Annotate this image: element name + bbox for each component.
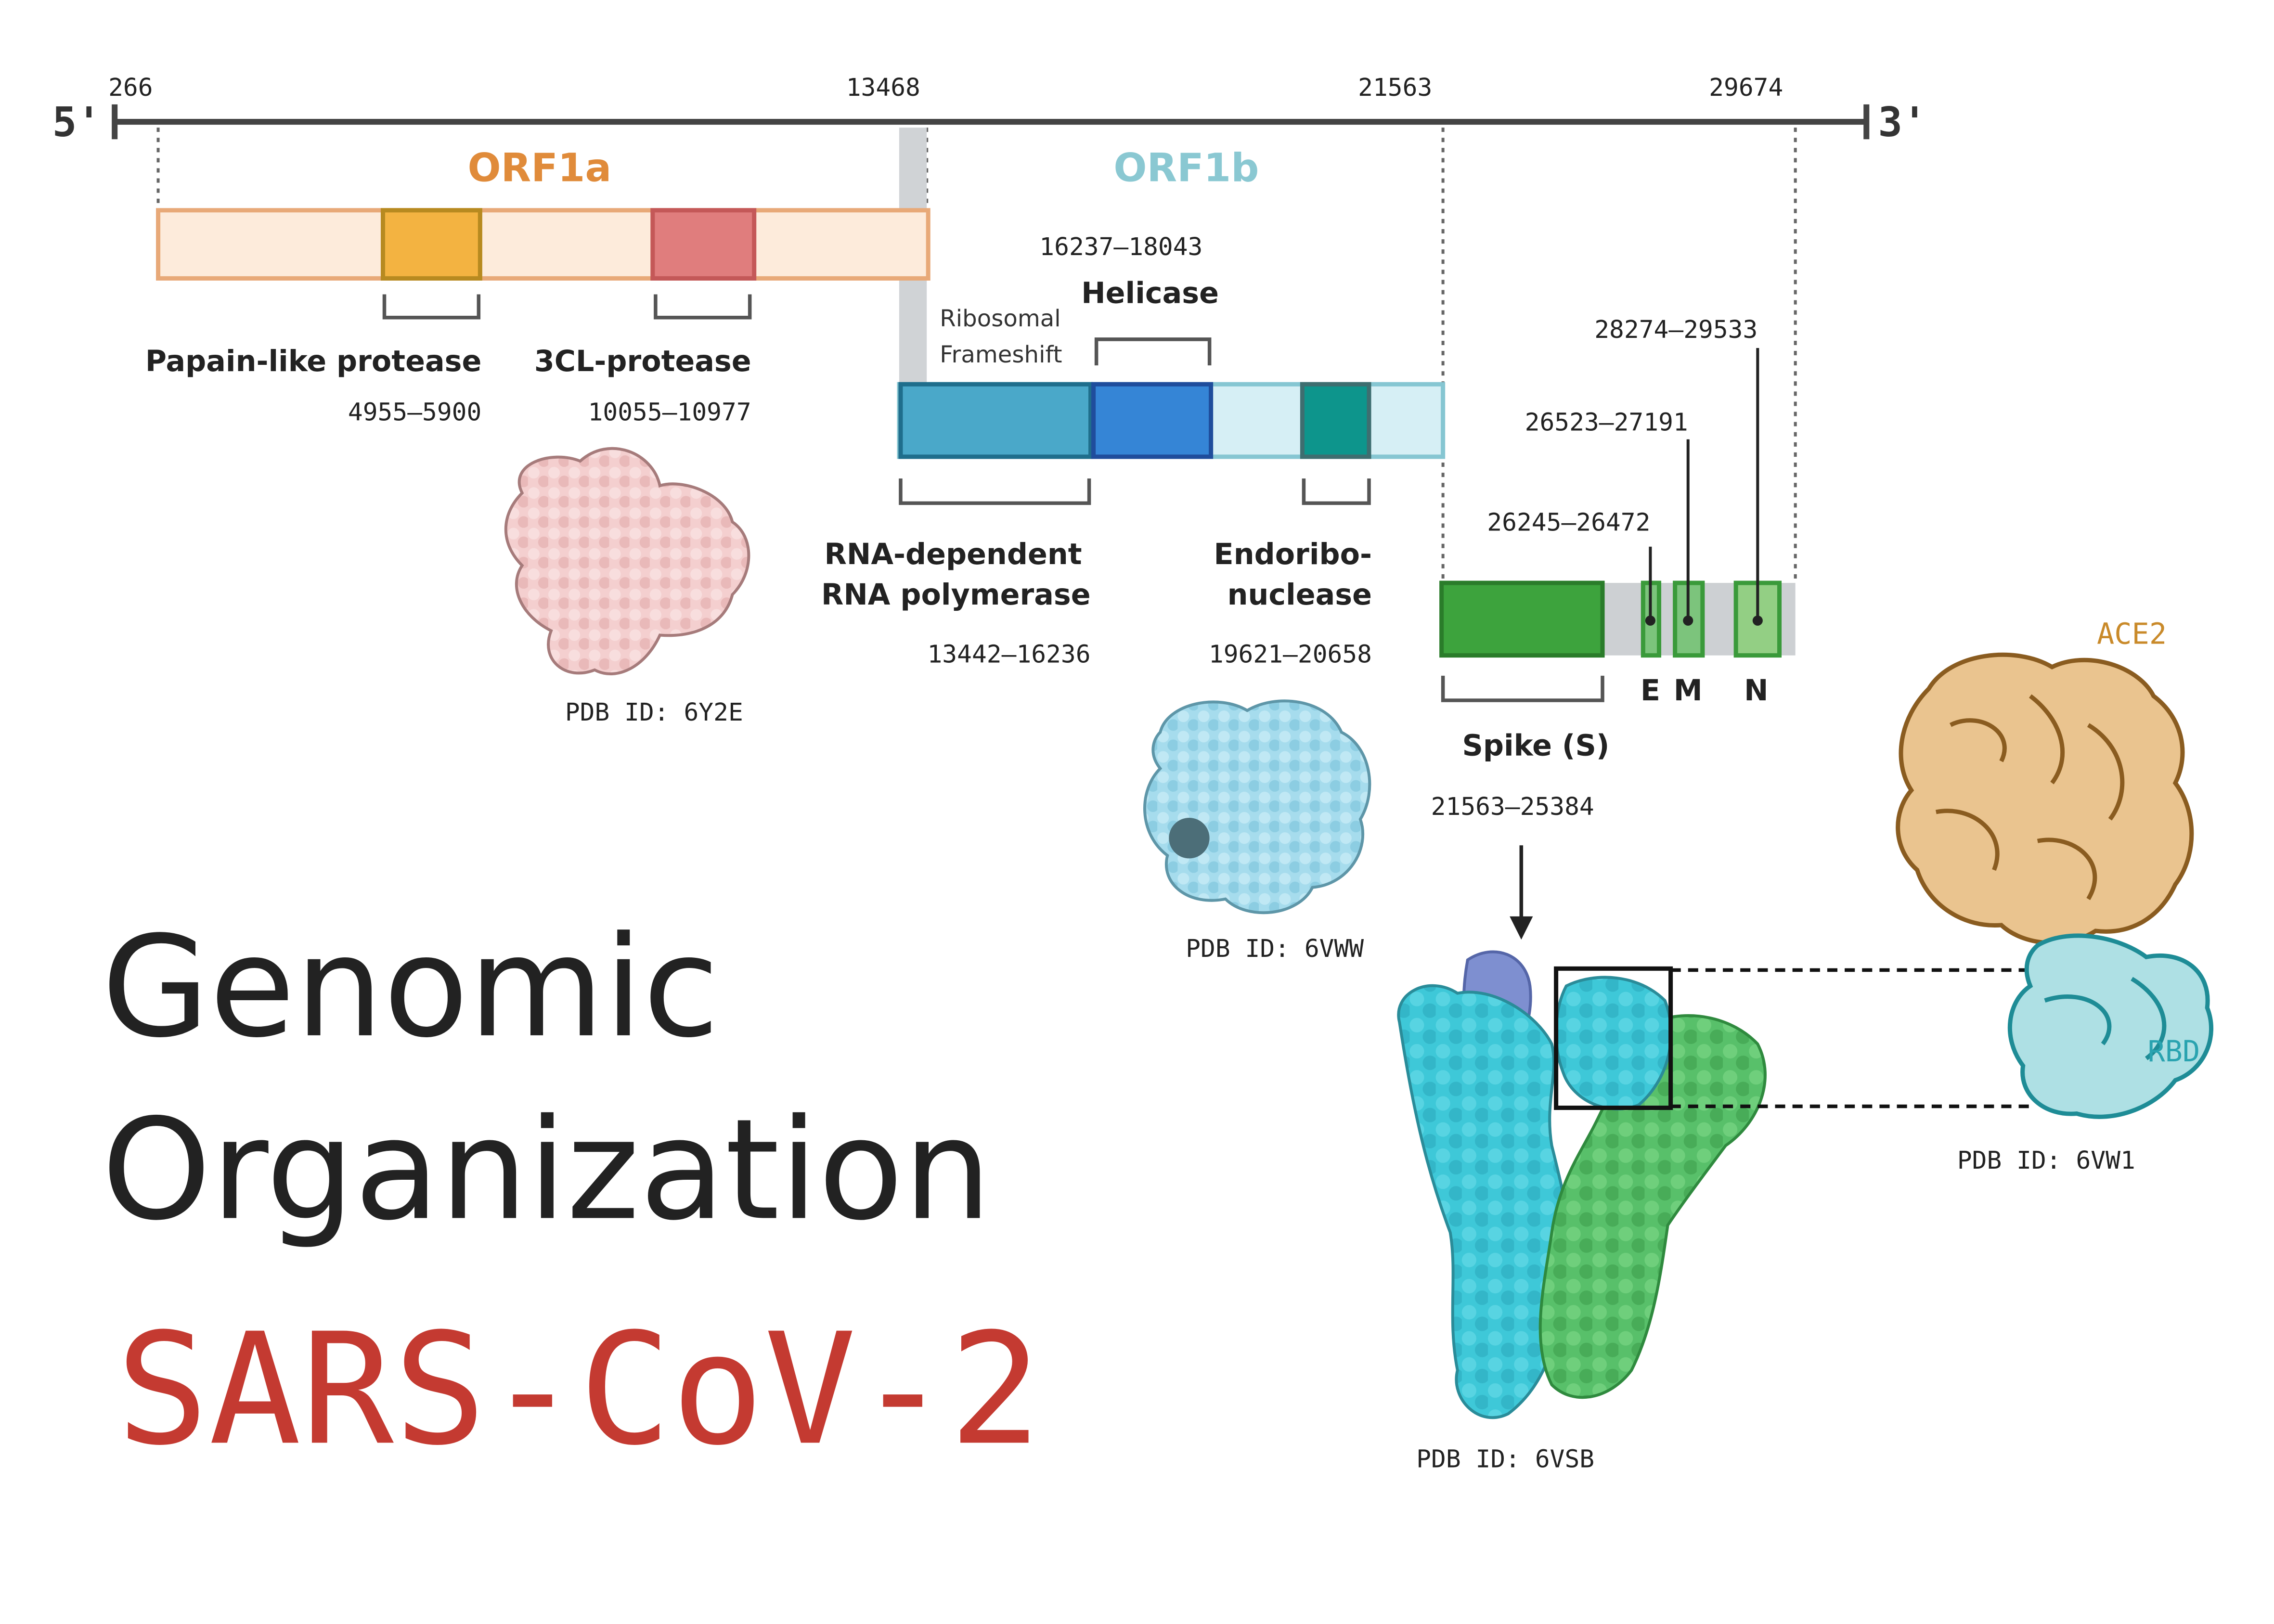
tick-label: 21563 xyxy=(1358,73,1432,102)
genome-axis: 5' 3' 266 13468 21563 29674 xyxy=(52,73,1927,146)
endoribonuclease-label-line1: Endoribo- xyxy=(1214,538,1372,571)
tick-label: 13468 xyxy=(846,73,920,102)
papain-like-protease-domain xyxy=(380,208,482,281)
papain-range-label: 4955—5900 xyxy=(348,398,481,427)
3cl-bracket xyxy=(654,294,752,320)
spike-structure: PDB ID: 6VSB xyxy=(1397,950,1767,1474)
spike-range-label: 21563—25384 xyxy=(1431,792,1594,821)
structural-genes: 26245—26472 26523—27191 28274—29533 E M … xyxy=(1431,315,1796,940)
papain-bracket xyxy=(382,294,481,320)
n-range-label: 28274—29533 xyxy=(1594,315,1757,344)
rdrp-range-label: 13442—16236 xyxy=(927,640,1090,669)
helicase-domain xyxy=(1091,382,1214,459)
title-line-organization: Organization xyxy=(102,1090,992,1251)
five-prime-label: 5' xyxy=(52,99,102,146)
tick-label: 266 xyxy=(108,73,153,102)
3cl-range-label: 10055—10977 xyxy=(588,398,751,427)
title-line-genomic: Genomic xyxy=(102,907,719,1069)
rbd-highlight-box xyxy=(1554,966,1673,1110)
endoribonuclease-bracket xyxy=(1302,478,1371,505)
protease-pdb-label: PDB ID: 6Y2E xyxy=(565,698,743,727)
frameshift-label-line1: Ribosomal xyxy=(940,305,1060,332)
3cl-protease-label: 3CL-protease xyxy=(534,345,751,378)
spike-pdb-label: PDB ID: 6VSB xyxy=(1416,1445,1594,1474)
endoribonuclease-domain xyxy=(1300,382,1371,459)
rbd-label: RBD xyxy=(2148,1035,2200,1069)
spike-gene xyxy=(1439,580,1605,658)
ace2-rbd-structure: ACE2 RBD PDB ID: 6VW1 xyxy=(1896,618,2213,1175)
title-block: Genomic Organization SARS-CoV-2 xyxy=(102,907,1042,1480)
spike-bracket xyxy=(1441,675,1604,702)
virus-name: SARS-CoV-2 xyxy=(116,1301,1041,1479)
rdrp-label-line1: RNA-dependent xyxy=(825,538,1082,571)
m-range-label: 26523—27191 xyxy=(1525,408,1688,437)
endoribonuclease-range-label: 19621—20658 xyxy=(1209,640,1372,669)
helicase-bracket xyxy=(1094,337,1212,366)
rdrp-domain xyxy=(898,382,1093,459)
orf1a: ORF1a Papain-like protease 4955—5900 3CL… xyxy=(145,146,930,427)
e-gene-label: E xyxy=(1641,674,1660,708)
spike-label: Spike (S) xyxy=(1462,729,1609,763)
helicase-label: Helicase xyxy=(1081,277,1219,310)
orf1a-label: ORF1a xyxy=(467,146,611,191)
3cl-protease-domain xyxy=(650,208,757,281)
endoribonuclease-structure: PDB ID: 6VWW xyxy=(1143,699,1371,963)
n-gene-label: N xyxy=(1744,674,1768,708)
rdrp-bracket xyxy=(899,478,1091,505)
endoribonuclease-label-line2: nuclease xyxy=(1227,578,1372,612)
ace2-label: ACE2 xyxy=(2097,618,2167,651)
m-gene-label: M xyxy=(1674,674,1703,708)
orf1a-bar xyxy=(156,208,930,281)
orf1b: ORF1b Ribosomal Frameshift 16237—18043 H… xyxy=(821,146,1446,669)
protease-structure: PDB ID: 6Y2E xyxy=(504,447,750,727)
orf1b-label: ORF1b xyxy=(1113,146,1259,191)
spike-arrow-icon xyxy=(1510,916,1533,940)
rbd-connector-lines xyxy=(1670,968,2033,1108)
frameshift-label-line2: Frameshift xyxy=(940,341,1062,368)
tick-label: 29674 xyxy=(1709,73,1783,102)
endoribonuclease-pdb-label: PDB ID: 6VWW xyxy=(1186,934,1364,963)
three-prime-label: 3' xyxy=(1878,99,1927,146)
rdrp-label-line2: RNA polymerase xyxy=(821,578,1091,612)
helicase-range-label: 16237—18043 xyxy=(1039,232,1202,261)
e-range-label: 26245—26472 xyxy=(1487,508,1650,537)
papain-like-protease-label: Papain-like protease xyxy=(145,345,481,378)
ace2-pdb-label: PDB ID: 6VW1 xyxy=(1957,1146,2135,1175)
